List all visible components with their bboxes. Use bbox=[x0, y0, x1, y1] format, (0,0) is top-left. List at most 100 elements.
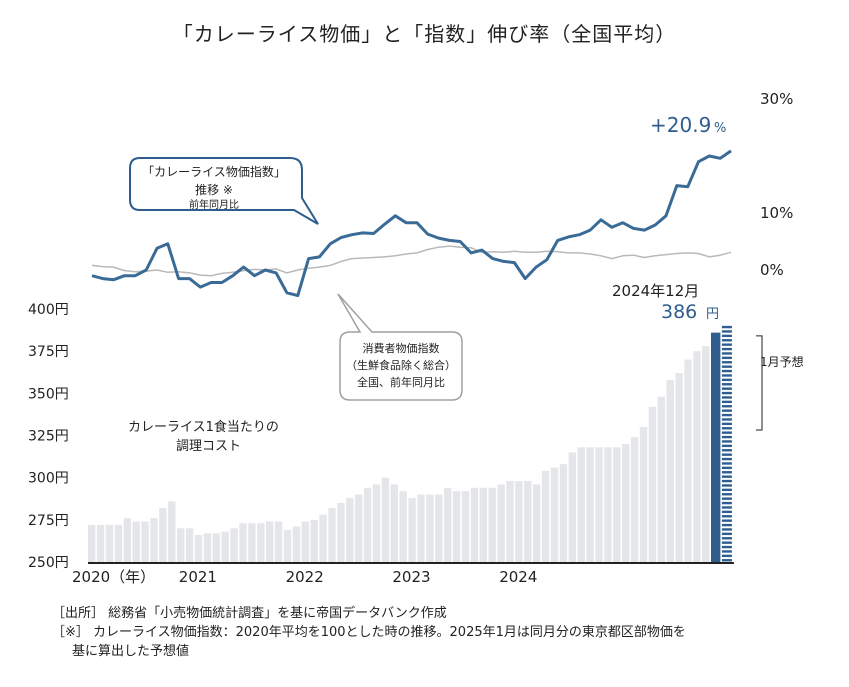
callout-cpi-line2: （生鮮食品除く総合） bbox=[346, 358, 456, 372]
bar bbox=[657, 396, 665, 562]
forecast-stripe bbox=[721, 541, 732, 544]
bar bbox=[684, 359, 692, 562]
bar bbox=[230, 528, 238, 562]
bar bbox=[212, 533, 220, 562]
bar bbox=[168, 501, 176, 562]
bar bbox=[88, 524, 96, 562]
forecast-stripe bbox=[721, 405, 732, 408]
forecast-stripe bbox=[721, 475, 732, 478]
last-period-label: 2024年12月 bbox=[612, 282, 699, 300]
bar bbox=[586, 447, 594, 562]
bar-title-line1: カレーライス1食当たりの bbox=[128, 419, 279, 435]
bar bbox=[310, 519, 318, 562]
bar bbox=[702, 346, 710, 562]
forecast-stripe bbox=[721, 493, 732, 496]
source-note: ［出所］ 総務省「小売物価統計調査」を基に帝国データバンク作成 bbox=[52, 606, 447, 621]
forecast-stripe bbox=[721, 391, 732, 395]
last-value-unit: 円 bbox=[706, 307, 719, 322]
forecast-stripe bbox=[721, 435, 732, 439]
bar bbox=[648, 406, 657, 562]
forecast-stripe bbox=[721, 554, 732, 558]
bar bbox=[639, 427, 648, 562]
bar bbox=[105, 524, 114, 562]
forecast-stripe bbox=[721, 330, 732, 333]
bar bbox=[141, 521, 149, 562]
y-tick-label: 375円 bbox=[28, 344, 69, 360]
bar bbox=[577, 447, 585, 562]
forecast-stripe bbox=[721, 396, 732, 399]
forecast-stripe bbox=[721, 440, 732, 443]
callout-curry-line2: 推移 ※ bbox=[195, 183, 233, 197]
cpi-line bbox=[91, 245, 732, 277]
x-tick-label: 2022 bbox=[286, 568, 324, 586]
callout-cpi-line1: 消費者物価指数 bbox=[363, 341, 440, 355]
forecast-stripe bbox=[721, 365, 732, 368]
forecast-stripe bbox=[721, 339, 732, 342]
bar bbox=[613, 447, 621, 562]
bar bbox=[408, 497, 416, 562]
bar bbox=[693, 351, 701, 562]
x-tick-label: 2023 bbox=[392, 568, 430, 586]
bar bbox=[497, 484, 505, 562]
bar-title-line2: 調理コスト bbox=[176, 439, 241, 454]
bar bbox=[159, 508, 167, 562]
bar bbox=[435, 494, 443, 562]
bar bbox=[337, 502, 345, 562]
forecast-stripe bbox=[721, 418, 732, 421]
forecast-stripe bbox=[721, 431, 732, 434]
callout-curry-line3: 前年同月比 bbox=[189, 198, 239, 211]
bar bbox=[533, 484, 541, 562]
y2-tick-label: 10% bbox=[760, 204, 793, 222]
bar bbox=[666, 379, 674, 562]
bar bbox=[239, 523, 247, 562]
forecast-stripe bbox=[721, 471, 732, 474]
callout-cpi-line3: 全国、前年同月比 bbox=[357, 375, 445, 389]
curry-index-line bbox=[91, 149, 732, 298]
axis-layer: 250円 275円 300円 325円 350円 375円 400円 2020（年） 2021 2… bbox=[28, 90, 793, 586]
forecast-stripe bbox=[721, 347, 732, 351]
bar bbox=[283, 529, 292, 562]
bar-series bbox=[88, 325, 732, 562]
bar bbox=[550, 467, 559, 562]
forecast-stripe bbox=[721, 466, 732, 470]
forecast-stripe bbox=[721, 325, 732, 329]
bar bbox=[96, 524, 105, 562]
forecast-stripe bbox=[721, 400, 732, 404]
forecast-stripe bbox=[721, 550, 732, 553]
bar bbox=[604, 447, 612, 562]
bar bbox=[470, 487, 479, 562]
bar bbox=[506, 481, 514, 562]
bar bbox=[177, 528, 185, 562]
forecast-stripe bbox=[721, 532, 732, 536]
bar bbox=[390, 484, 398, 562]
bar bbox=[266, 521, 274, 562]
line-series bbox=[91, 149, 732, 298]
bar bbox=[203, 533, 212, 562]
bar bbox=[346, 497, 354, 562]
forecast-stripe bbox=[721, 427, 732, 430]
forecast-stripe bbox=[721, 361, 732, 364]
bar bbox=[568, 452, 576, 562]
footnote: ［※］ カレーライス物価指数：2020年平均を100とした時の推移。2025年1… bbox=[52, 625, 686, 640]
bar bbox=[328, 508, 336, 562]
bar bbox=[399, 491, 407, 562]
forecast-stripe bbox=[721, 497, 732, 500]
forecast-stripe bbox=[721, 413, 732, 417]
callout-curry-index bbox=[129, 157, 319, 225]
forecast-stripe bbox=[721, 479, 732, 483]
bar bbox=[595, 447, 603, 562]
bar bbox=[541, 470, 550, 562]
forecast-stripe bbox=[721, 484, 732, 487]
bar bbox=[301, 521, 309, 562]
bar bbox=[417, 494, 425, 562]
forecast-stripe bbox=[721, 369, 732, 373]
forecast-stripe bbox=[721, 409, 732, 412]
y-tick-label: 325円 bbox=[28, 429, 69, 445]
forecast-stripe bbox=[721, 383, 732, 386]
bar bbox=[559, 464, 568, 562]
callout-cpi bbox=[337, 293, 463, 401]
bar bbox=[675, 373, 683, 562]
forecast-stripe bbox=[721, 449, 732, 452]
